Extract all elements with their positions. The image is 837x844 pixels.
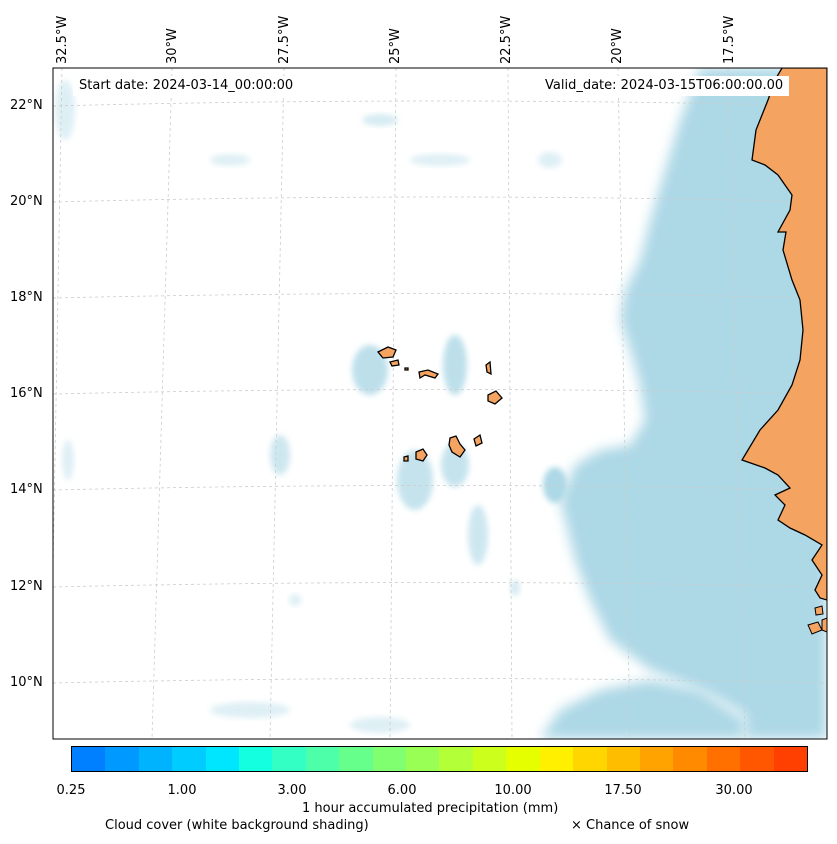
colorbar-segment	[706, 747, 741, 771]
cloud-cover-shading	[55, 68, 827, 739]
colorbar-tick-label: 1.00	[167, 783, 197, 798]
lat-label: 12°N	[10, 579, 43, 594]
lon-label: 25°W	[388, 28, 403, 64]
graticule	[53, 68, 827, 739]
sal-island	[485, 360, 492, 376]
start-date-label: Start date: 2024-03-14_00:00:00	[73, 76, 300, 96]
lon-label: 27.5°W	[277, 15, 292, 64]
santa-luzia-island	[404, 367, 409, 371]
cloud-cover-legend: Cloud cover (white background shading)	[105, 818, 369, 833]
santo-antao-island	[376, 346, 397, 359]
lat-label: 18°N	[10, 290, 43, 305]
colorbar-segment	[172, 747, 206, 771]
colorbar-segment	[339, 747, 373, 771]
lat-label: 20°N	[10, 194, 43, 209]
lon-label: 20°W	[610, 28, 625, 64]
cape-verde-islands	[376, 346, 503, 462]
lat-label: 10°N	[10, 675, 43, 690]
sao-vicente-island	[389, 359, 400, 367]
colorbar-segment	[472, 747, 507, 771]
colorbar-segment	[639, 747, 674, 771]
colorbar-segment	[72, 747, 106, 771]
colorbar-tick-label: 17.50	[604, 783, 642, 798]
colorbar-segment	[606, 747, 640, 771]
colorbar-segment	[439, 747, 473, 771]
lat-label: 16°N	[10, 386, 43, 401]
boa-vista-island	[487, 390, 503, 405]
colorbar-segment	[539, 747, 574, 771]
santiago-island	[448, 435, 466, 458]
colorbar-segment	[305, 747, 340, 771]
brava-island	[403, 455, 409, 462]
colorbar-tick-label: 10.00	[494, 783, 532, 798]
colorbar-segment	[205, 747, 240, 771]
lon-label: 22.5°W	[499, 15, 514, 64]
colorbar-segment	[573, 747, 607, 771]
colorbar-segment	[372, 747, 407, 771]
colorbar-segment	[506, 747, 540, 771]
valid-date-label: Valid_date: 2024-03-15T06:00:00.00	[539, 76, 790, 96]
colorbar-segment	[673, 747, 707, 771]
lat-label: 22°N	[10, 98, 43, 113]
lon-label: 17.5°W	[722, 15, 737, 64]
colorbar-segment	[239, 747, 273, 771]
maio-island	[473, 433, 483, 447]
lon-label: 30°W	[165, 28, 180, 64]
colorbar-segment	[740, 747, 774, 771]
colorbar-segment	[138, 747, 173, 771]
colorbar-segment	[105, 747, 139, 771]
colorbar-segment	[773, 747, 807, 771]
colorbar-tick-label: 30.00	[715, 783, 753, 798]
colorbar-tick-label: 3.00	[277, 783, 307, 798]
lat-label: 14°N	[10, 482, 43, 497]
colorbar-tick-label: 0.25	[56, 783, 86, 798]
colorbar-label: 1 hour accumulated precipitation (mm)	[302, 801, 559, 816]
colorbar-segment	[406, 747, 440, 771]
colorbar-tick-label: 6.00	[387, 783, 417, 798]
precipitation-colorbar	[71, 746, 808, 772]
sao-nicolau-island	[418, 369, 440, 380]
snow-legend: × Chance of snow	[571, 818, 690, 833]
fogo-island	[415, 448, 428, 462]
lon-label: 32.5°W	[55, 15, 70, 64]
africa-mainland	[741, 68, 827, 601]
bissagos-islands	[807, 605, 827, 635]
map-frame	[52, 67, 828, 740]
colorbar-segment	[272, 747, 306, 771]
